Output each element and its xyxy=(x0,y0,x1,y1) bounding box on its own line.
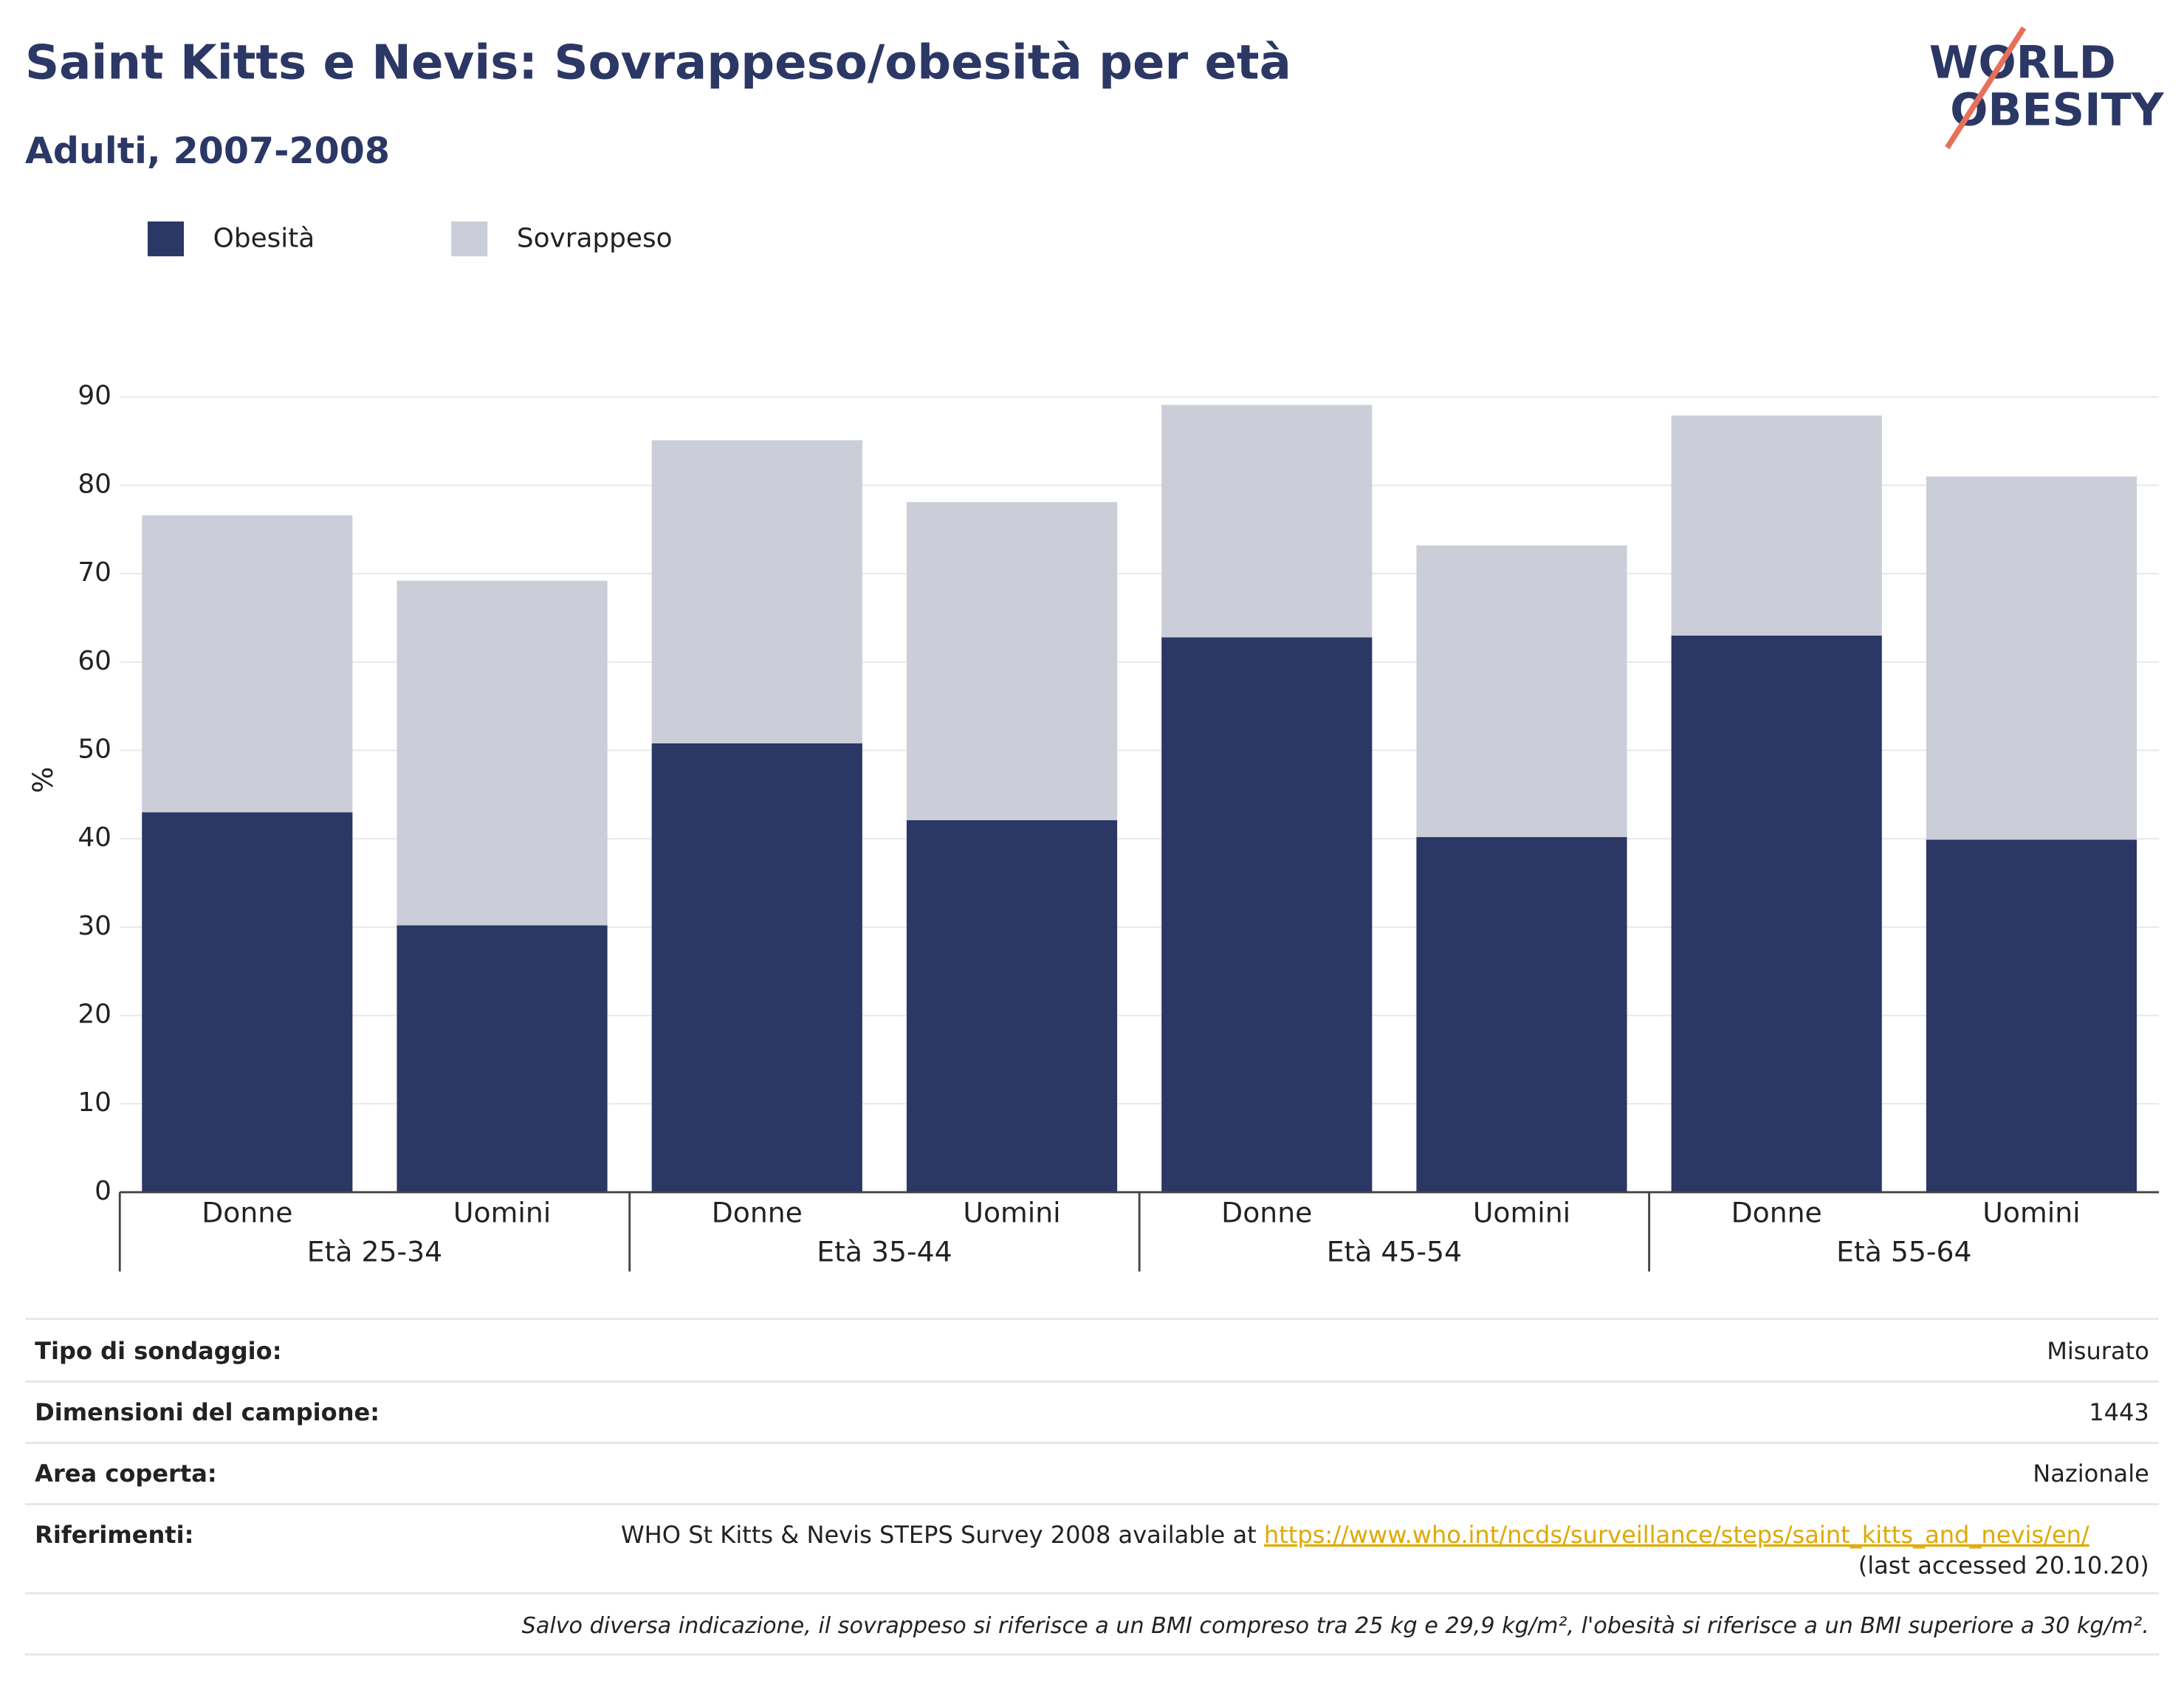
logo: WORLD xyxy=(1929,37,2116,89)
bar-segment xyxy=(1161,637,1373,1192)
group-label: Età 25-34 xyxy=(307,1235,442,1268)
reference-body: WHO St Kitts & Nevis STEPS Survey 2008 a… xyxy=(621,1521,1264,1549)
legend-label: Sovrappeso xyxy=(517,224,673,254)
x-tick-label: Donne xyxy=(1731,1197,1822,1229)
bar-segment xyxy=(1671,635,1882,1192)
y-tick-label: 90 xyxy=(78,381,111,411)
reference-link[interactable]: https://www.who.int/ncds/surveillance/st… xyxy=(1264,1521,2089,1549)
group-label: Età 45-54 xyxy=(1327,1235,1462,1268)
y-tick-label: 60 xyxy=(78,646,111,676)
y-tick-label: 80 xyxy=(78,469,111,499)
y-tick-label: 0 xyxy=(95,1176,111,1206)
bar-segment xyxy=(1416,545,1627,837)
reference-text: WHO St Kitts & Nevis STEPS Survey 2008 a… xyxy=(621,1521,2089,1549)
bar-segment xyxy=(906,502,1118,821)
y-tick-label: 20 xyxy=(78,1000,111,1030)
footnote: Salvo diversa indicazione, il sovrappeso… xyxy=(522,1613,2149,1639)
bar-segment xyxy=(142,515,353,813)
bar-segment xyxy=(396,580,608,926)
y-tick-label: 40 xyxy=(78,822,111,853)
info-value: 1443 xyxy=(2089,1398,2149,1426)
bar-segment xyxy=(1671,415,1882,636)
chart-title: Saint Kitts e Nevis: Sovrappeso/obesità … xyxy=(25,35,1291,90)
legend-swatch xyxy=(451,221,488,257)
group-label: Età 55-64 xyxy=(1836,1235,1971,1268)
info-label: Tipo di sondaggio: xyxy=(35,1337,281,1365)
bar-segment xyxy=(1926,476,2137,840)
y-tick-label: 30 xyxy=(78,911,111,941)
logo-slash xyxy=(1945,26,2027,150)
bar-segment xyxy=(1161,405,1373,638)
y-tick-label: 10 xyxy=(78,1087,111,1118)
info-value: Misurato xyxy=(2047,1337,2149,1365)
x-tick-label: Donne xyxy=(1221,1197,1312,1229)
info-label: Area coperta: xyxy=(35,1460,217,1488)
y-tick-label: 50 xyxy=(78,734,111,764)
bar-segment xyxy=(1416,836,1627,1192)
x-tick-label: Uomini xyxy=(963,1197,1060,1229)
bar-segment xyxy=(142,812,353,1192)
chart-subtitle: Adulti, 2007-2008 xyxy=(25,129,390,172)
logo: OBESITY xyxy=(1950,84,2165,136)
bar-segment xyxy=(396,925,608,1192)
y-axis-label: % xyxy=(27,767,59,794)
x-tick-label: Uomini xyxy=(1473,1197,1570,1229)
bar-segment xyxy=(651,743,862,1192)
legend-label: Obesità xyxy=(213,224,315,254)
bar-segment xyxy=(906,820,1118,1192)
legend-swatch xyxy=(147,221,185,257)
x-tick-label: Uomini xyxy=(453,1197,551,1229)
bar-segment xyxy=(1926,839,2137,1192)
x-tick-label: Donne xyxy=(712,1197,803,1229)
bar-segment xyxy=(651,440,862,743)
x-tick-label: Donne xyxy=(202,1197,292,1229)
info-label: Dimensioni del campione: xyxy=(35,1398,380,1426)
info-value: Nazionale xyxy=(2033,1460,2149,1488)
x-tick-label: Uomini xyxy=(1982,1197,2080,1229)
reference-tail: (last accessed 20.10.20) xyxy=(1858,1551,2149,1579)
group-label: Età 35-44 xyxy=(817,1235,952,1268)
y-tick-label: 70 xyxy=(78,557,111,588)
info-label: Riferimenti: xyxy=(35,1521,193,1549)
